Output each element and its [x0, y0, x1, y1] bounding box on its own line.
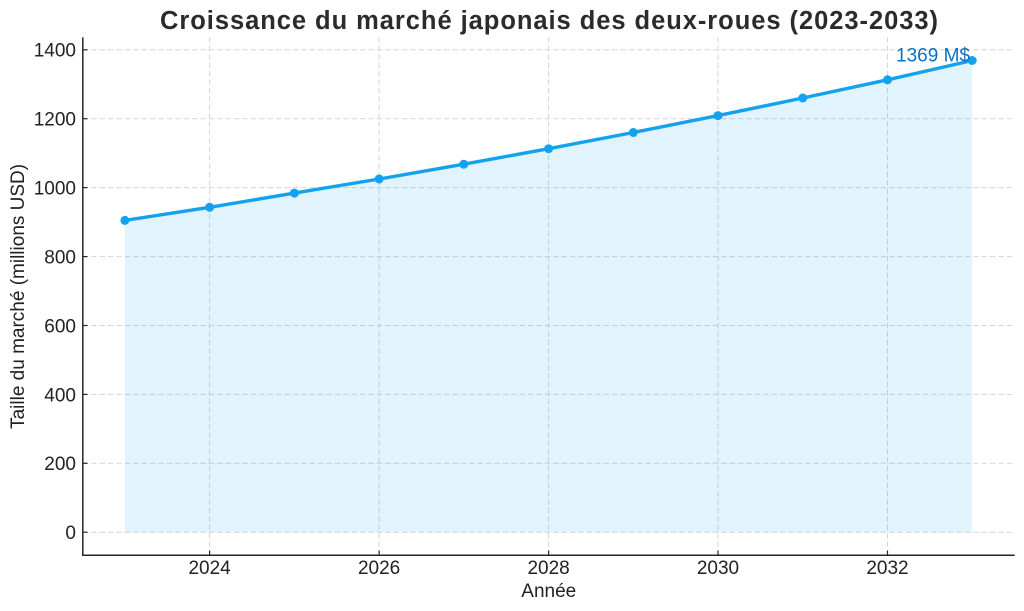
svg-text:2026: 2026: [358, 558, 400, 579]
svg-text:2024: 2024: [188, 558, 231, 579]
svg-text:1200: 1200: [34, 110, 76, 131]
svg-text:0: 0: [65, 523, 76, 544]
svg-text:200: 200: [44, 454, 76, 475]
svg-text:800: 800: [44, 248, 76, 269]
svg-text:2028: 2028: [527, 558, 569, 579]
svg-text:2032: 2032: [866, 558, 908, 579]
svg-text:1369 M$: 1369 M$: [896, 45, 970, 66]
svg-text:Taille du marché (millions USD: Taille du marché (millions USD): [8, 164, 29, 429]
svg-text:2030: 2030: [697, 558, 739, 579]
svg-text:Année: Année: [521, 581, 576, 602]
svg-text:Croissance du marché japonais: Croissance du marché japonais des deux-r…: [160, 7, 938, 35]
svg-text:1000: 1000: [34, 179, 76, 200]
svg-text:400: 400: [44, 385, 76, 406]
svg-text:1400: 1400: [34, 41, 76, 62]
svg-text:600: 600: [44, 316, 76, 337]
